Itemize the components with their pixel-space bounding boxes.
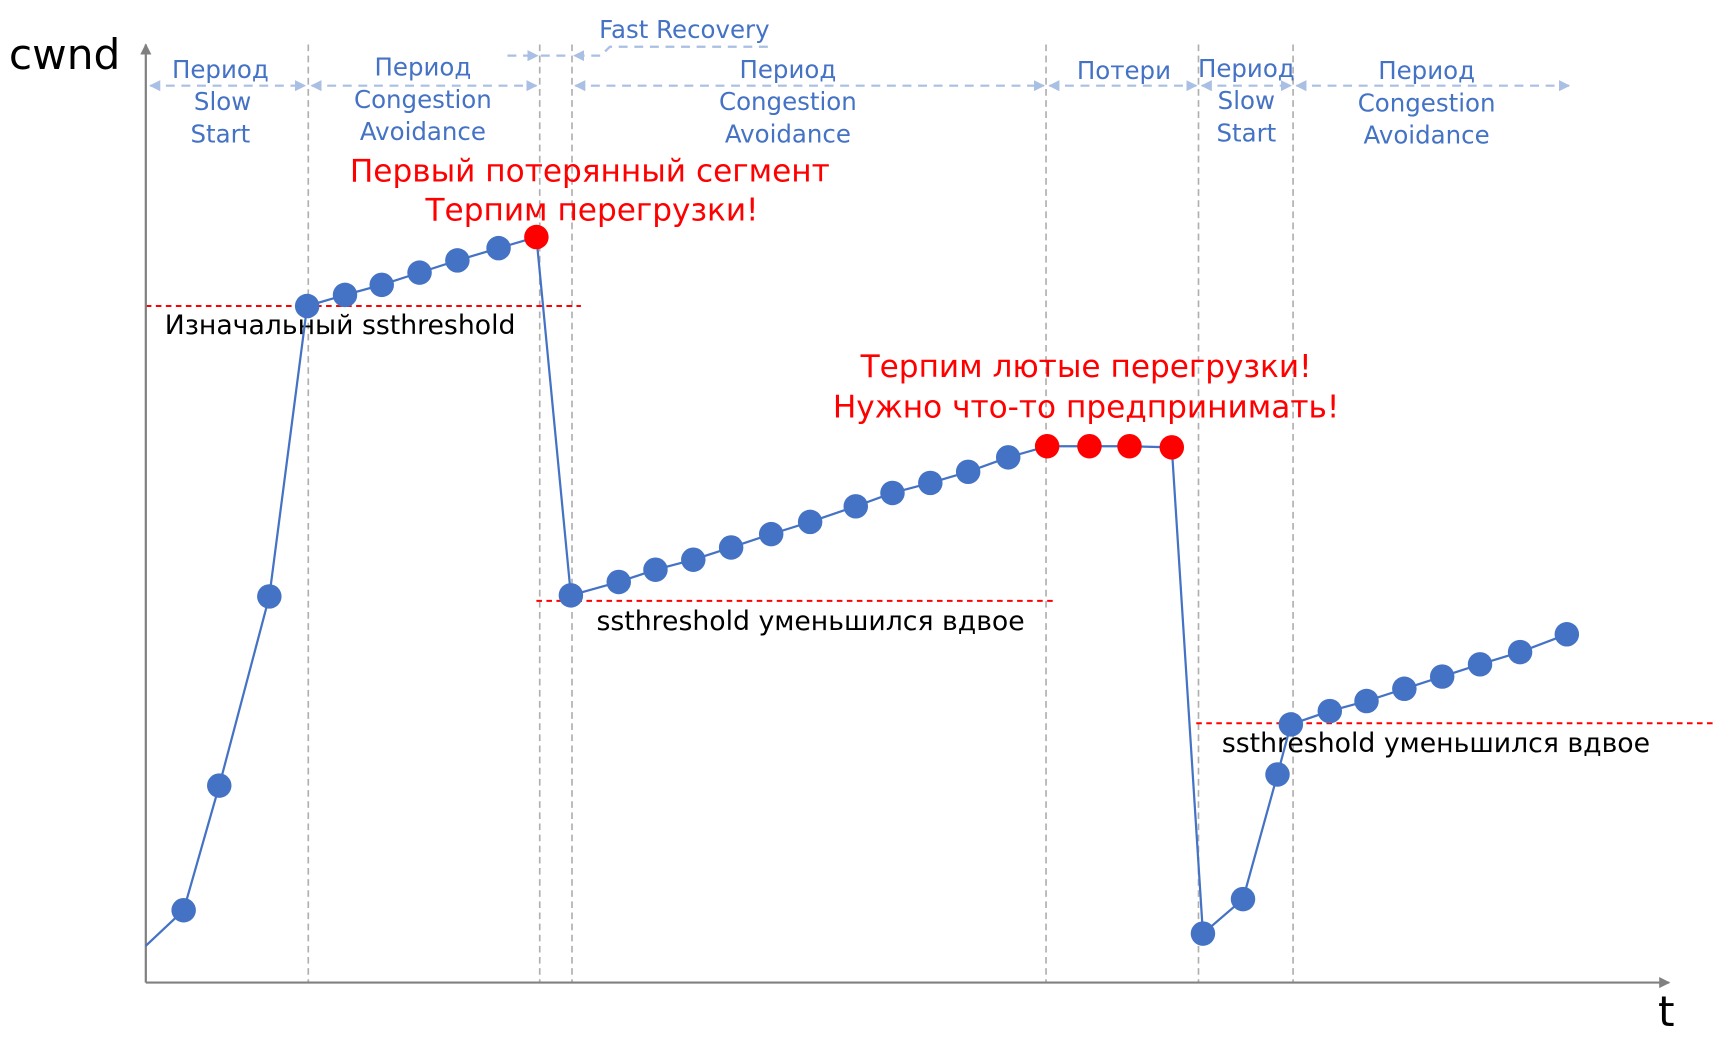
svg-text:Avoidance: Avoidance: [1364, 121, 1490, 150]
y-axis-label: cwnd: [9, 30, 120, 79]
cwnd-point: [1265, 762, 1290, 787]
cwnd-point: [880, 480, 905, 506]
lost-segment-point: [1077, 433, 1102, 459]
cwnd-point: [758, 521, 784, 547]
cwnd-point: [171, 898, 196, 923]
lost-segment-point: [524, 224, 549, 250]
cwnd-point: [606, 569, 631, 595]
cwnd-point: [445, 248, 470, 273]
cwnd-point: [1354, 688, 1379, 714]
cwnd-point: [369, 272, 394, 298]
svg-text:Start: Start: [190, 119, 250, 148]
svg-text:Период: Период: [1198, 54, 1295, 83]
cwnd-points: [171, 224, 1580, 946]
svg-text:Slow: Slow: [1218, 86, 1275, 115]
annotation-first-loss-line2: Терпим перегрузки!: [425, 192, 759, 228]
cwnd-point: [486, 235, 511, 261]
cwnd-point: [1278, 712, 1304, 737]
cwnd-line: [145, 235, 1568, 947]
cwnd-point: [558, 583, 584, 608]
lost-segment-point: [1117, 433, 1142, 459]
phase-label-congestion-avoidance-3: Период Congestion Avoidance: [1358, 56, 1496, 150]
svg-text:Congestion: Congestion: [354, 85, 492, 114]
cwnd-point: [332, 282, 358, 308]
svg-text:Потери: Потери: [1077, 56, 1171, 85]
phase-label-fast-recovery: Fast Recovery: [599, 15, 769, 44]
cwnd-point: [1230, 886, 1256, 912]
cwnd-point: [257, 584, 282, 609]
svg-text:Slow: Slow: [194, 87, 251, 116]
cwnd-point: [955, 459, 981, 485]
lost-segment-point: [1034, 433, 1060, 459]
cwnd-point: [294, 293, 320, 319]
svg-text:Avoidance: Avoidance: [725, 119, 851, 148]
svg-text:Период: Период: [1378, 56, 1475, 85]
label-initial-ssthreshold: Изначальный ssthreshold: [165, 310, 516, 341]
annotation-heavy-loss-line2: Нужно что-то предпринимать!: [833, 389, 1339, 425]
annotation-first-loss-line1: Первый потерянный сегмент: [350, 153, 830, 189]
cwnd-point: [207, 773, 232, 798]
cwnd-point: [1467, 652, 1493, 677]
cwnd-point: [797, 509, 823, 535]
x-axis-label: t: [1658, 987, 1675, 1036]
cwnd-point: [918, 470, 943, 496]
cwnd-point: [681, 547, 706, 572]
svg-text:Congestion: Congestion: [719, 87, 857, 116]
svg-text:Период: Период: [375, 53, 472, 82]
cwnd-point: [643, 557, 668, 582]
phase-boundaries: [307, 44, 1294, 983]
annotation-heavy-loss-line1: Терпим лютые перегрузки!: [860, 349, 1312, 385]
cwnd-point: [718, 535, 744, 560]
cwnd-point: [1554, 622, 1580, 647]
phase-label-slow-start-1: Период Slow Start: [172, 55, 269, 149]
cwnd-point: [1392, 676, 1417, 702]
svg-text:Congestion: Congestion: [1358, 88, 1496, 117]
cwnd-point: [1190, 921, 1216, 946]
lost-segment-point: [1159, 435, 1185, 460]
svg-text:Период: Период: [172, 55, 269, 84]
phase-label-losses: Потери: [1077, 56, 1171, 85]
svg-text:Период: Период: [739, 55, 836, 84]
svg-text:Fast Recovery: Fast Recovery: [599, 15, 769, 44]
cwnd-point: [995, 445, 1021, 470]
phase-label-congestion-avoidance-1: Период Congestion Avoidance: [354, 53, 492, 147]
cwnd-point: [843, 494, 868, 519]
svg-text:Start: Start: [1216, 118, 1276, 147]
cwnd-point: [407, 260, 432, 285]
cwnd-point: [1507, 639, 1533, 665]
phase-arrows: [149, 45, 1571, 92]
svg-text:Avoidance: Avoidance: [360, 117, 486, 146]
phase-label-slow-start-2: Период Slow Start: [1198, 54, 1295, 148]
label-ssthreshold-halved-1: ssthreshold уменьшился вдвое: [596, 606, 1024, 637]
cwnd-point: [1429, 664, 1455, 689]
threshold-lines: [145, 305, 1718, 725]
phase-label-congestion-avoidance-2: Период Congestion Avoidance: [719, 55, 857, 149]
cwnd-point: [1317, 698, 1343, 724]
